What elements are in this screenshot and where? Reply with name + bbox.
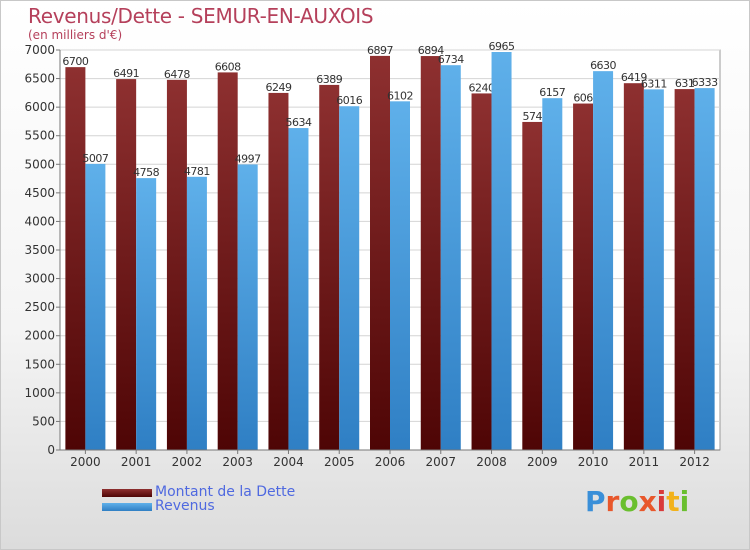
bar-revenue: [542, 98, 563, 451]
data-label-revenue: 6311: [641, 77, 667, 90]
x-tick-label: 2006: [375, 455, 406, 469]
data-label-revenue: 4997: [235, 152, 261, 165]
data-label-debt: 574: [523, 110, 543, 123]
x-tick-label: 2003: [222, 455, 253, 469]
y-tick-label: 6000: [24, 100, 55, 114]
logo-letter: r: [605, 485, 620, 518]
legend-swatch-revenue: [102, 503, 152, 511]
bar-revenue: [593, 71, 614, 451]
data-label-debt: 606: [573, 92, 593, 105]
logo-letter: t: [666, 485, 680, 518]
data-label-revenue: 6333: [692, 76, 718, 89]
bar-revenue: [288, 128, 309, 451]
bar-revenue: [694, 88, 715, 450]
y-tick-label: 7000: [24, 43, 55, 57]
data-label-debt: 6491: [113, 67, 139, 80]
x-tick-label: 2008: [476, 455, 507, 469]
data-label-debt: 631: [675, 77, 695, 90]
y-tick-label: 1500: [24, 357, 55, 371]
data-label-revenue: 6102: [387, 89, 413, 102]
chart-subtitle: (en milliers d'€): [28, 28, 123, 42]
proxiti-logo: Proxiti: [585, 485, 689, 518]
y-tick-label: 2500: [24, 300, 55, 314]
y-tick-label: 500: [32, 414, 55, 428]
data-label-debt: 6700: [62, 55, 88, 68]
y-tick-label: 4000: [24, 214, 55, 228]
bar-revenue: [491, 52, 512, 450]
bar-debt: [471, 93, 492, 450]
bar-revenue: [186, 176, 207, 451]
data-label-debt: 6389: [316, 73, 342, 86]
bar-revenue: [136, 178, 157, 450]
bar-debt: [166, 79, 187, 450]
chart-title: Revenus/Dette - SEMUR-EN-AUXOIS: [28, 4, 374, 28]
data-label-revenue: 6965: [489, 40, 515, 53]
bar-revenue: [339, 106, 360, 450]
logo-letter: o: [619, 485, 639, 518]
logo-letter: x: [638, 485, 657, 518]
data-label-revenue: 5007: [82, 152, 108, 165]
bar-revenue: [237, 164, 258, 450]
data-label-revenue: 5634: [285, 116, 311, 129]
data-label-revenue: 4758: [133, 166, 159, 179]
y-tick-label: 6500: [24, 72, 55, 86]
x-tick-label: 2002: [172, 455, 203, 469]
bar-debt: [370, 55, 390, 451]
y-tick-label: 1000: [24, 386, 55, 400]
bar-debt: [217, 72, 238, 451]
x-tick-label: 2010: [578, 455, 609, 469]
bar-debt: [573, 103, 594, 451]
x-tick-label: 2009: [527, 455, 558, 469]
data-label-debt: 6897: [367, 44, 393, 57]
y-tick-label: 0: [47, 443, 55, 457]
data-label-debt: 6608: [215, 60, 241, 73]
x-tick-label: 2011: [629, 455, 660, 469]
data-label-debt: 6894: [418, 44, 444, 57]
y-tick-label: 5000: [24, 157, 55, 171]
legend-swatch-debt: [102, 489, 152, 497]
y-tick-label: 2000: [24, 329, 55, 343]
bar-debt: [65, 67, 86, 451]
logo-letter: i: [656, 485, 667, 518]
x-tick-label: 2000: [70, 455, 101, 469]
bar-revenue: [390, 101, 410, 451]
x-tick-label: 2001: [121, 455, 152, 469]
data-label-revenue: 4781: [184, 165, 210, 178]
bar-debt: [674, 89, 695, 450]
bar-debt: [268, 92, 289, 451]
legend-label-debt: Montant de la Dette: [155, 484, 296, 500]
bar-debt: [623, 83, 644, 450]
bar-debt: [522, 121, 543, 450]
logo-letter: P: [585, 485, 606, 518]
data-label-revenue: 6016: [336, 94, 362, 107]
bar-revenue: [85, 163, 106, 450]
bar-debt: [420, 56, 441, 451]
data-label-debt: 6419: [621, 71, 647, 84]
bar-debt: [116, 79, 137, 450]
y-tick-label: 5500: [24, 129, 55, 143]
data-label-debt: 6249: [265, 81, 291, 94]
data-label-revenue: 6630: [590, 59, 616, 72]
data-label-debt: 6478: [164, 68, 190, 81]
y-tick-label: 3000: [24, 272, 55, 286]
data-label-revenue: 6157: [539, 86, 565, 99]
legend-label-revenue: Revenus: [155, 498, 215, 514]
bar-revenue: [440, 65, 461, 450]
x-tick-label: 2012: [679, 455, 710, 469]
x-tick-label: 2005: [324, 455, 355, 469]
data-label-revenue: 6734: [438, 53, 464, 66]
bar-debt: [319, 84, 340, 451]
data-label-debt: 6240: [469, 81, 495, 94]
bar-revenue: [643, 89, 664, 450]
logo-letter: i: [679, 485, 690, 518]
x-tick-label: 2007: [425, 455, 456, 469]
y-tick-label: 3500: [24, 243, 55, 257]
y-tick-label: 4500: [24, 186, 55, 200]
x-tick-label: 2004: [273, 455, 304, 469]
